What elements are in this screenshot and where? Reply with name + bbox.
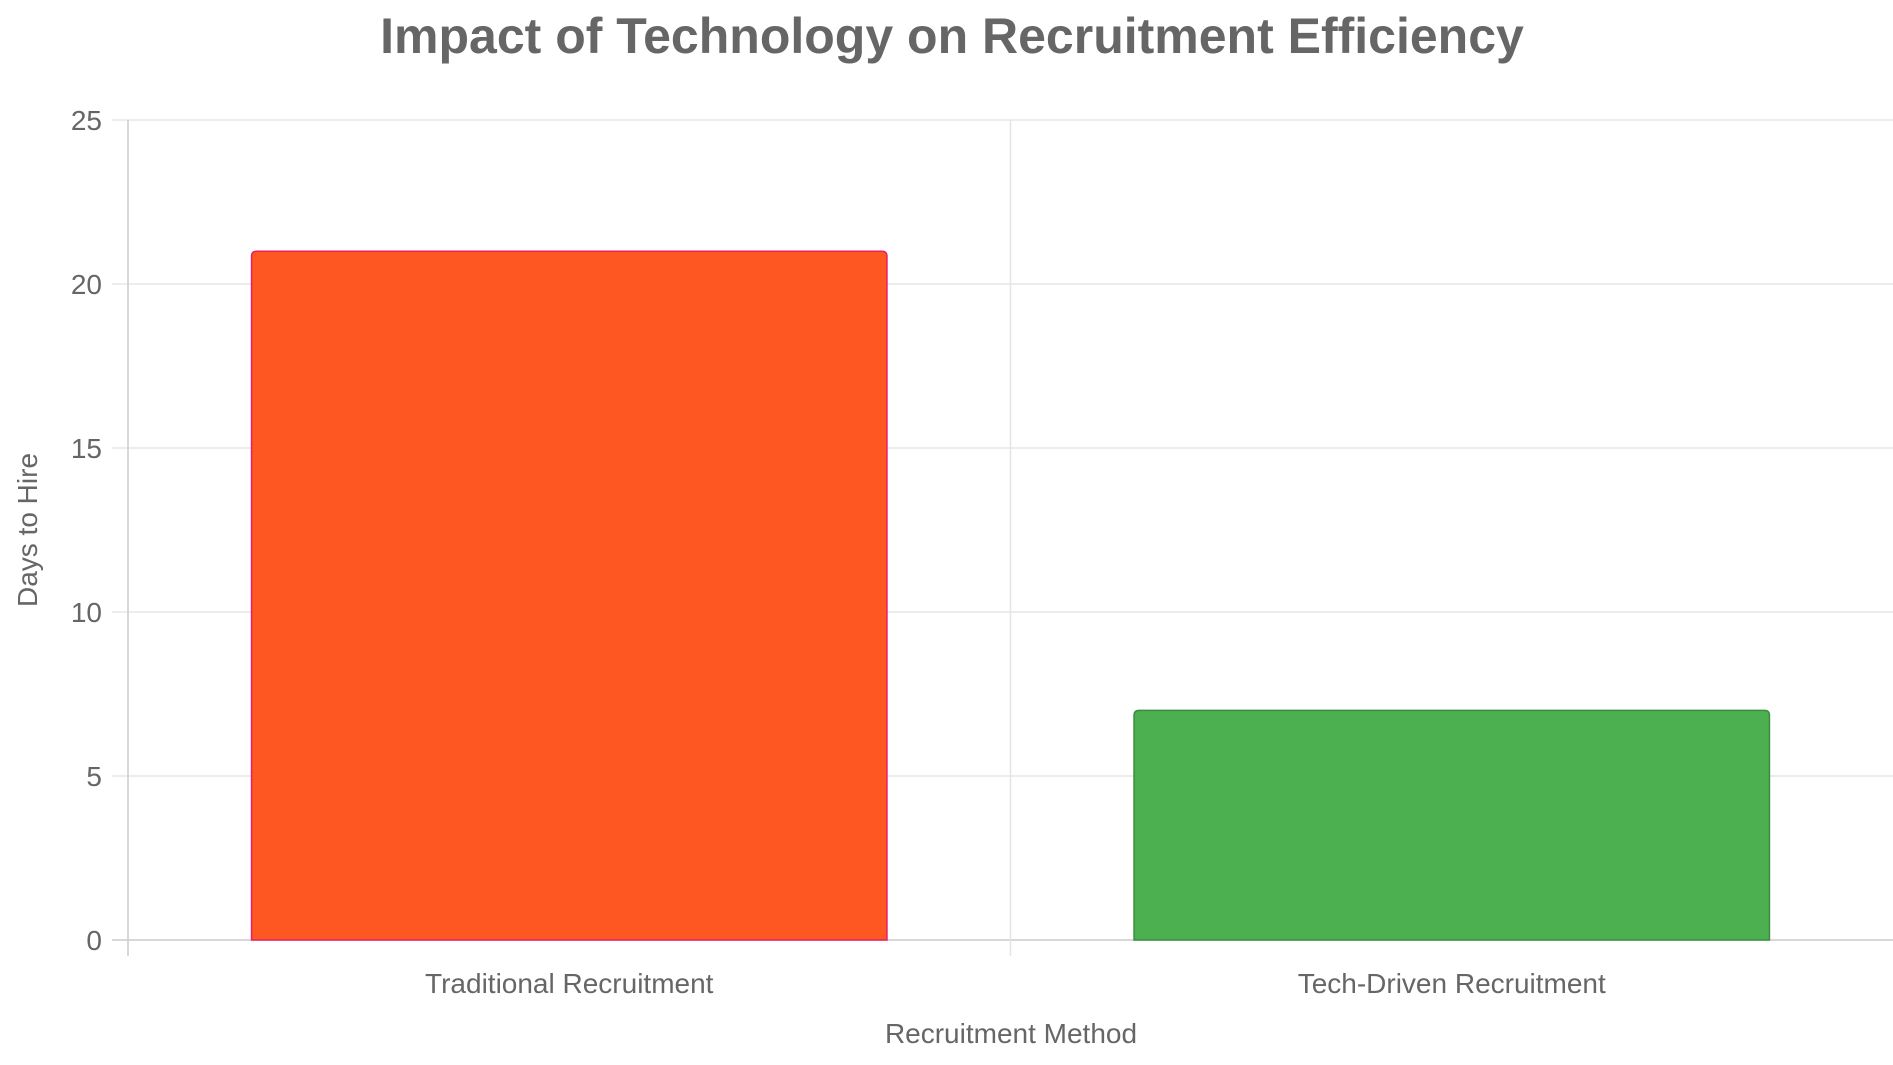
axes <box>127 120 1012 956</box>
bars <box>250 250 1771 941</box>
x-axis-label: Recruitment Method <box>885 1018 1137 1049</box>
x-tick-label: Traditional Recruitment <box>425 968 714 999</box>
y-tick-label: 0 <box>86 925 102 956</box>
y-tick-label: 25 <box>71 105 102 136</box>
y-tick-label: 15 <box>71 433 102 464</box>
y-tick-label: 20 <box>71 269 102 300</box>
y-axis-label: Days to Hire <box>12 453 43 607</box>
x-tick-label: Tech-Driven Recruitment <box>1298 968 1606 999</box>
x-axis-ticks: Traditional Recruitment Tech-Driven Recru… <box>425 968 1606 999</box>
chart-title: Impact of Technology on Recruitment Effi… <box>380 8 1524 64</box>
y-tick-label: 5 <box>86 761 102 792</box>
y-axis-ticks: 0 5 10 15 20 25 <box>71 105 102 956</box>
bar-tech-driven-recruitment <box>1133 709 1771 941</box>
y-tick-label: 10 <box>71 597 102 628</box>
bar-traditional-recruitment <box>250 250 888 941</box>
